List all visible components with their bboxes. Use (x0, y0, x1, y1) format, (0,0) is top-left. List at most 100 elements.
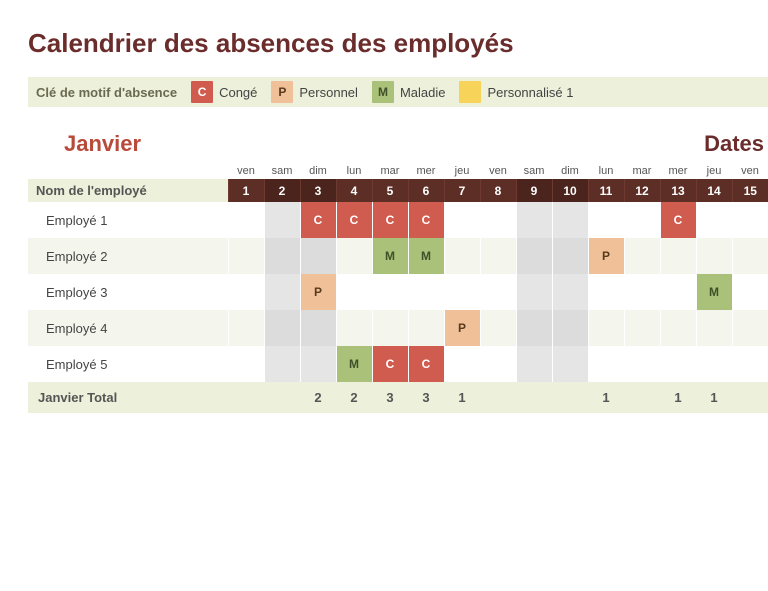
absence-cell (264, 238, 300, 274)
month-row: Janvier Dates (28, 131, 768, 157)
absence-cell (444, 202, 480, 238)
absence-cell: P (444, 310, 480, 346)
total-row: Janvier Total 22331111 (28, 382, 768, 413)
table-row: Employé 4 P (28, 310, 768, 346)
absence-cell (516, 346, 552, 382)
total-cell: 1 (588, 382, 624, 413)
absence-cell (588, 274, 624, 310)
total-cell: 3 (408, 382, 444, 413)
employee-name: Employé 1 (28, 202, 228, 238)
legend-badge-cust (459, 81, 481, 103)
daynum-cell: 11 (588, 179, 624, 202)
employee-name: Employé 5 (28, 346, 228, 382)
absence-cell (588, 202, 624, 238)
total-cell (228, 382, 264, 413)
page-title: Calendrier des absences des employés (28, 28, 768, 59)
total-cell: 2 (300, 382, 336, 413)
absence-cell (228, 202, 264, 238)
absence-cell: C (660, 202, 696, 238)
absence-cell (624, 310, 660, 346)
daynum-cell: 5 (372, 179, 408, 202)
month-name: Janvier (28, 131, 141, 157)
absence-cell (516, 274, 552, 310)
legend-text: Maladie (400, 85, 446, 100)
daynum-cell: 9 (516, 179, 552, 202)
absence-cell (516, 238, 552, 274)
absence-cell (336, 238, 372, 274)
table-row: Employé 3PM (28, 274, 768, 310)
absence-cell (228, 274, 264, 310)
table-row: Employé 5MCC (28, 346, 768, 382)
absence-cell (264, 346, 300, 382)
absence-cell (480, 202, 516, 238)
table-row: Employé 1CCCCC (28, 202, 768, 238)
absence-cell (696, 238, 732, 274)
total-cell: 2 (336, 382, 372, 413)
absence-cell: C (372, 346, 408, 382)
absence-cell (552, 274, 588, 310)
absence-cell (372, 310, 408, 346)
dow-row: vensamdimlunmarmerjeuvensamdimlunmarmerj… (28, 163, 768, 179)
absence-cell (300, 238, 336, 274)
absence-cell (444, 346, 480, 382)
daynum-cell: 2 (264, 179, 300, 202)
employee-name: Employé 2 (28, 238, 228, 274)
legend-text: Personnel (299, 85, 358, 100)
dow-cell: ven (228, 163, 264, 179)
absence-cell (444, 274, 480, 310)
absence-cell: M (408, 238, 444, 274)
absence-cell (732, 310, 768, 346)
absence-cell (660, 346, 696, 382)
total-label: Janvier Total (28, 382, 228, 413)
legend-item: Personnalisé 1 (459, 81, 573, 103)
absence-cell (552, 202, 588, 238)
absence-cell: C (336, 202, 372, 238)
dow-cell: mer (660, 163, 696, 179)
absence-cell: M (336, 346, 372, 382)
daynum-row: Nom de l'employé 123456789101112131415 (28, 179, 768, 202)
absence-cell (696, 310, 732, 346)
dow-cell: mer (408, 163, 444, 179)
legend-item: PPersonnel (271, 81, 358, 103)
dow-cell: jeu (696, 163, 732, 179)
absence-cell: C (372, 202, 408, 238)
total-cell (624, 382, 660, 413)
absence-cell (408, 274, 444, 310)
absence-cell (624, 238, 660, 274)
legend-bar: Clé de motif d'absence CCongéPPersonnelM… (28, 77, 768, 107)
daynum-cell: 8 (480, 179, 516, 202)
absence-cell (264, 202, 300, 238)
legend-text: Congé (219, 85, 257, 100)
employee-name: Employé 4 (28, 310, 228, 346)
legend-item: MMaladie (372, 81, 446, 103)
absence-cell (552, 346, 588, 382)
total-cell (516, 382, 552, 413)
absence-cell (264, 274, 300, 310)
dow-cell: mar (372, 163, 408, 179)
dow-cell: sam (516, 163, 552, 179)
absence-cell (624, 346, 660, 382)
absence-cell (480, 238, 516, 274)
absence-cell (660, 310, 696, 346)
absence-cell (300, 310, 336, 346)
absence-cell (516, 202, 552, 238)
total-cell (480, 382, 516, 413)
daynum-cell: 4 (336, 179, 372, 202)
table-row: Employé 2MMP (28, 238, 768, 274)
daynum-cell: 3 (300, 179, 336, 202)
absence-cell (228, 238, 264, 274)
absence-cell (552, 310, 588, 346)
daynum-cell: 6 (408, 179, 444, 202)
daynum-cell: 13 (660, 179, 696, 202)
dates-label: Dates (704, 131, 768, 157)
absence-cell (624, 202, 660, 238)
absence-cell (588, 310, 624, 346)
absence-cell (480, 310, 516, 346)
absence-cell (660, 238, 696, 274)
absence-cell (552, 238, 588, 274)
absence-cell (480, 346, 516, 382)
absence-cell (696, 346, 732, 382)
absence-cell (228, 346, 264, 382)
absence-cell: M (372, 238, 408, 274)
dow-cell: sam (264, 163, 300, 179)
